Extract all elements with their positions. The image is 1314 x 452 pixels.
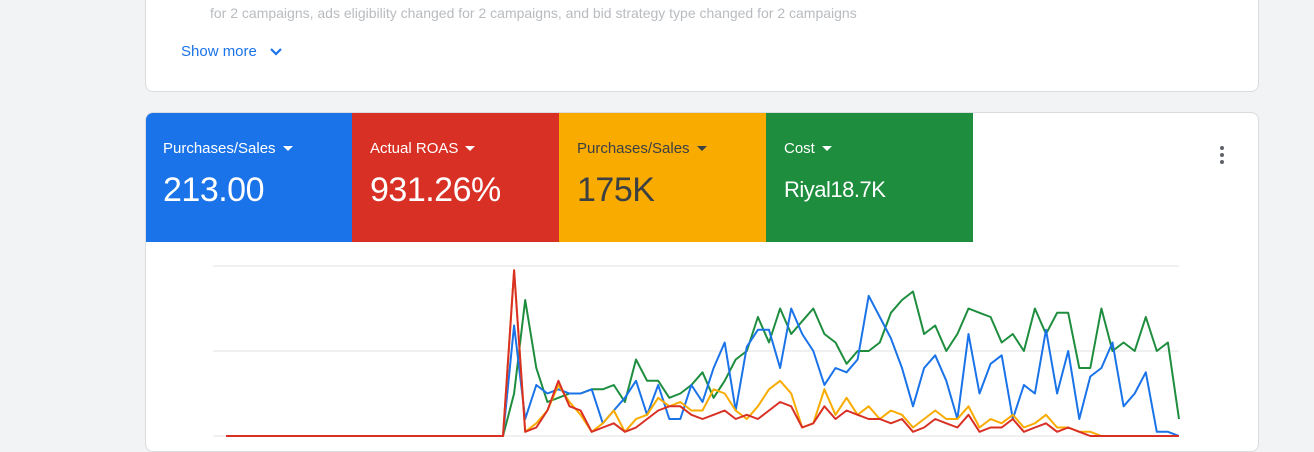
metric-label: Actual ROAS [370,140,459,157]
metric-tile-roas[interactable]: Actual ROAS 931.26% [352,113,559,242]
dropdown-arrow-icon [696,145,707,151]
metric-selector[interactable]: Actual ROAS [370,140,559,157]
series-line-0 [226,290,1180,437]
metric-tiles: Purchases/Sales 213.00 Actual ROAS 931.2… [146,113,973,242]
metric-selector[interactable]: Purchases/Sales [163,140,352,157]
change-summary-text: for 2 campaigns, ads eligibility changed… [210,5,857,21]
series-line-1 [226,294,1180,437]
series-layer [226,269,1180,437]
metric-label: Purchases/Sales [577,140,690,157]
dropdown-arrow-icon [821,145,832,151]
metric-value: 175K [577,171,655,209]
metric-selector[interactable]: Purchases/Sales [577,140,766,157]
chevron-down-icon [270,47,282,56]
metric-tile-purchases[interactable]: Purchases/Sales 213.00 [146,113,352,242]
metric-value: 931.26% [370,171,501,209]
series-line-2 [226,269,1179,437]
metric-label: Purchases/Sales [163,140,276,157]
show-more-label: Show more [181,43,257,60]
show-more-button[interactable]: Show more [181,43,283,60]
performance-card: Purchases/Sales 213.00 Actual ROAS 931.2… [145,112,1259,452]
metric-value: 213.00 [163,171,265,209]
dropdown-arrow-icon [465,145,476,151]
metric-tile-purchases-value[interactable]: Purchases/Sales 175K [559,113,766,242]
performance-chart [213,265,1180,437]
metric-label: Cost [784,140,815,157]
change-history-card: for 2 campaigns, ads eligibility changed… [145,0,1259,92]
more-options-icon[interactable] [1210,143,1234,167]
metric-tile-cost[interactable]: Cost Riyal18.7K [766,113,973,242]
metric-selector[interactable]: Cost [784,140,973,157]
metric-value: Riyal18.7K [784,177,886,202]
dropdown-arrow-icon [282,145,293,151]
